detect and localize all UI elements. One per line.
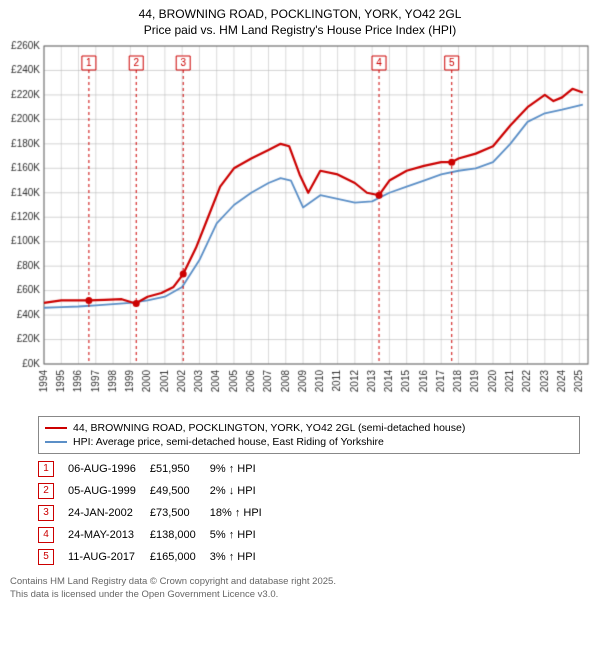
legend-row-property: 44, BROWNING ROAD, POCKLINGTON, YORK, YO… — [45, 421, 573, 435]
sales-table: 106-AUG-1996£51,9509% ↑ HPI205-AUG-1999£… — [38, 458, 276, 568]
sale-price: £51,950 — [150, 458, 210, 480]
legend-row-hpi: HPI: Average price, semi-detached house,… — [45, 435, 573, 449]
sale-pct: 5% ↑ HPI — [210, 524, 276, 546]
sale-pct: 2% ↓ HPI — [210, 480, 276, 502]
title-address: 44, BROWNING ROAD, POCKLINGTON, YORK, YO… — [139, 7, 462, 21]
legend: 44, BROWNING ROAD, POCKLINGTON, YORK, YO… — [38, 416, 580, 454]
sale-pct: 18% ↑ HPI — [210, 502, 276, 524]
sale-row: 324-JAN-2002£73,50018% ↑ HPI — [38, 502, 276, 524]
chart-title: 44, BROWNING ROAD, POCKLINGTON, YORK, YO… — [0, 0, 600, 40]
legend-label-hpi: HPI: Average price, semi-detached house,… — [73, 436, 384, 448]
sale-num: 3 — [38, 502, 68, 524]
sale-price: £165,000 — [150, 546, 210, 568]
chart-canvas — [0, 40, 600, 410]
plot-area — [0, 40, 600, 410]
footer: Contains HM Land Registry data © Crown c… — [0, 574, 600, 607]
sale-num: 5 — [38, 546, 68, 568]
title-subtitle: Price paid vs. HM Land Registry's House … — [144, 23, 456, 37]
legend-swatch-hpi — [45, 441, 67, 443]
sale-price: £49,500 — [150, 480, 210, 502]
sale-num: 1 — [38, 458, 68, 480]
sale-date: 11-AUG-2017 — [68, 546, 150, 568]
sale-row: 106-AUG-1996£51,9509% ↑ HPI — [38, 458, 276, 480]
sale-num: 4 — [38, 524, 68, 546]
sale-date: 06-AUG-1996 — [68, 458, 150, 480]
chart-container: 44, BROWNING ROAD, POCKLINGTON, YORK, YO… — [0, 0, 600, 607]
footer-line2: This data is licensed under the Open Gov… — [10, 589, 278, 600]
sale-price: £138,000 — [150, 524, 210, 546]
sale-row: 424-MAY-2013£138,0005% ↑ HPI — [38, 524, 276, 546]
footer-line1: Contains HM Land Registry data © Crown c… — [10, 576, 336, 587]
legend-swatch-property — [45, 427, 67, 429]
sale-num: 2 — [38, 480, 68, 502]
sale-pct: 9% ↑ HPI — [210, 458, 276, 480]
sale-date: 05-AUG-1999 — [68, 480, 150, 502]
sale-price: £73,500 — [150, 502, 210, 524]
sale-row: 511-AUG-2017£165,0003% ↑ HPI — [38, 546, 276, 568]
sale-date: 24-MAY-2013 — [68, 524, 150, 546]
sale-row: 205-AUG-1999£49,5002% ↓ HPI — [38, 480, 276, 502]
sale-date: 24-JAN-2002 — [68, 502, 150, 524]
legend-label-property: 44, BROWNING ROAD, POCKLINGTON, YORK, YO… — [73, 422, 465, 434]
sale-pct: 3% ↑ HPI — [210, 546, 276, 568]
